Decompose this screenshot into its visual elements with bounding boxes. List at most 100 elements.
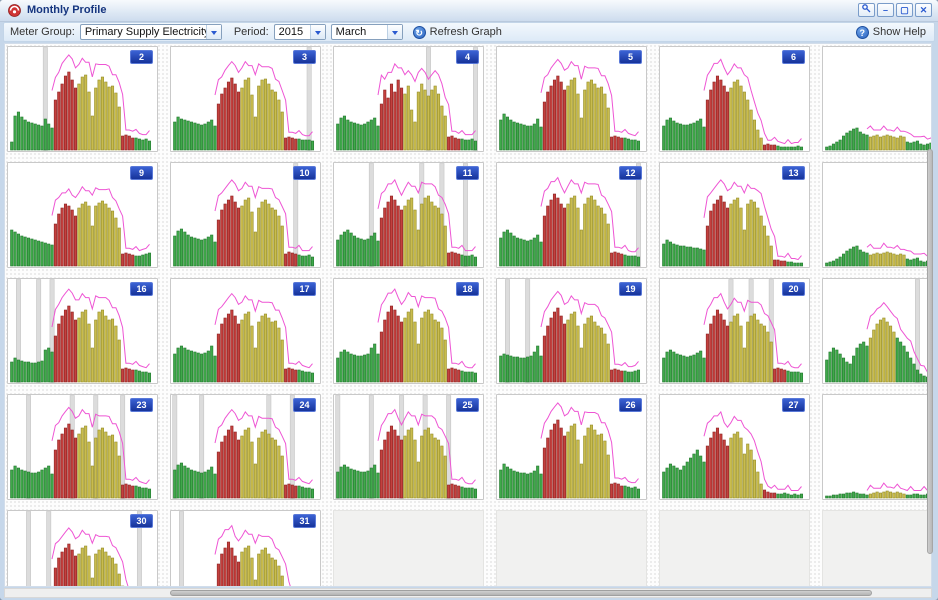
day-number-badge: 2 [130,50,153,64]
missing-data-bar [768,279,774,383]
missing-data-bar [525,279,531,383]
window-controls: – ▢ ✕ [858,3,932,17]
day-chart-cell[interactable]: 18 [333,278,484,384]
missing-data-bar [42,47,48,151]
day-chart-cell[interactable]: 4 [333,46,484,152]
period-month-select[interactable]: March [330,24,403,40]
profile-overlay-line [703,292,802,369]
day-number-badge: 3 [293,50,316,64]
daily-profile-chart [499,402,641,499]
daily-profile-chart [173,163,315,267]
day-chart-cell[interactable]: 19 [496,278,647,384]
day-number-badge: 17 [293,282,316,296]
minimize-button[interactable]: – [877,3,894,17]
day-chart-cell[interactable]: 25 [333,394,484,500]
chevron-down-icon[interactable] [386,25,402,39]
day-chart-cell[interactable]: 24 [170,394,321,500]
day-number-badge: 30 [130,514,153,528]
empty-day-cell [333,510,484,586]
period-year-select[interactable]: 2015 [273,24,326,40]
day-chart-cell[interactable]: 7 [822,46,931,152]
day-number-badge: 23 [130,398,153,412]
maximize-button[interactable]: ▢ [896,3,913,17]
refresh-graph-label: Refresh Graph [429,26,502,38]
horizontal-scrollbar[interactable] [4,588,932,598]
horizontal-scrollbar-thumb[interactable] [170,590,872,596]
day-chart-cell[interactable]: 12 [496,162,647,268]
daily-profile-chart [173,47,315,151]
day-chart-cell[interactable]: 14 [822,162,931,268]
day-chart-cell[interactable]: 21 [822,278,931,384]
meter-group-label: Meter Group: [10,26,75,38]
monthly-profile-grid: 2345679101112131416171819202123242526272… [4,43,932,587]
missing-data-bar [172,395,178,499]
day-chart-cell[interactable]: 20 [659,278,810,384]
show-help-button[interactable]: ? Show Help [855,25,926,39]
profile-overlay-line [214,179,313,252]
missing-data-bar [306,47,312,151]
day-chart-cell[interactable]: 3 [170,46,321,152]
daily-profile-chart [662,279,804,383]
day-number-badge: 31 [293,514,316,528]
period-label: Period: [233,26,269,38]
chevron-down-icon[interactable] [309,25,325,39]
day-number-badge: 24 [293,398,316,412]
day-chart-cell[interactable]: 23 [7,394,158,500]
profile-overlay-line [377,62,476,136]
refresh-graph-button[interactable]: ↻ Refresh Graph [412,25,502,39]
missing-data-bar [636,163,641,267]
day-chart-cell[interactable]: 2 [7,46,158,152]
day-chart-cell[interactable]: 28 [822,394,931,500]
pin-button[interactable] [858,3,875,17]
meter-group-select[interactable]: Primary Supply Electricity [79,24,222,40]
daily-profile-chart [336,47,478,151]
toolbar: Meter Group: Primary Supply Electricity … [3,22,935,42]
missing-data-bar [49,279,55,383]
day-chart-cell[interactable]: 16 [7,278,158,384]
show-help-label: Show Help [872,26,926,38]
day-chart-cell[interactable]: 30 [7,510,158,586]
profile-overlay-line [377,178,476,252]
daily-profile-chart [10,395,152,499]
missing-data-bar [16,279,21,383]
day-chart-cell[interactable]: 26 [496,394,647,500]
day-chart-cell[interactable]: 13 [659,162,810,268]
refresh-icon: ↻ [412,25,426,39]
day-chart-cell[interactable]: 6 [659,46,810,152]
profile-overlay-line [866,482,931,492]
profile-overlay-line [214,524,291,586]
day-chart-cell[interactable]: 5 [496,46,647,152]
day-chart-cell[interactable]: 27 [659,394,810,500]
vertical-scrollbar-thumb[interactable] [927,149,933,554]
day-number-badge: 10 [293,166,316,180]
day-number-badge: 16 [130,282,153,296]
day-chart-cell[interactable]: 31 [170,510,321,586]
profile-overlay-line [51,185,150,252]
daily-profile-chart [825,482,931,499]
day-chart-cell[interactable]: 11 [333,162,484,268]
missing-data-bar [36,279,42,383]
daily-profile-chart [499,58,641,151]
profile-overlay-line [51,288,150,369]
meter-group-value: Primary Supply Electricity [84,26,206,38]
title-bar[interactable]: Monthly Profile – ▢ ✕ [0,0,938,22]
chevron-down-icon[interactable] [205,25,221,39]
daily-profile-chart [173,292,315,383]
day-chart-cell[interactable]: 10 [170,162,321,268]
vertical-scrollbar[interactable] [927,43,934,587]
missing-data-bar [335,395,341,499]
missing-data-bar [293,163,299,267]
day-chart-cell[interactable]: 9 [7,162,158,268]
day-number-badge: 9 [130,166,153,180]
pin-icon [862,4,871,13]
day-number-badge: 6 [782,50,805,64]
day-chart-cell[interactable]: 17 [170,278,321,384]
close-button[interactable]: ✕ [915,3,932,17]
app-icon [8,4,21,17]
profile-overlay-line [51,54,150,136]
help-icon: ? [855,25,869,39]
profile-overlay-line [866,301,931,374]
missing-data-bar [368,163,374,267]
missing-data-bar [26,395,31,499]
profile-overlay-line [214,408,313,485]
